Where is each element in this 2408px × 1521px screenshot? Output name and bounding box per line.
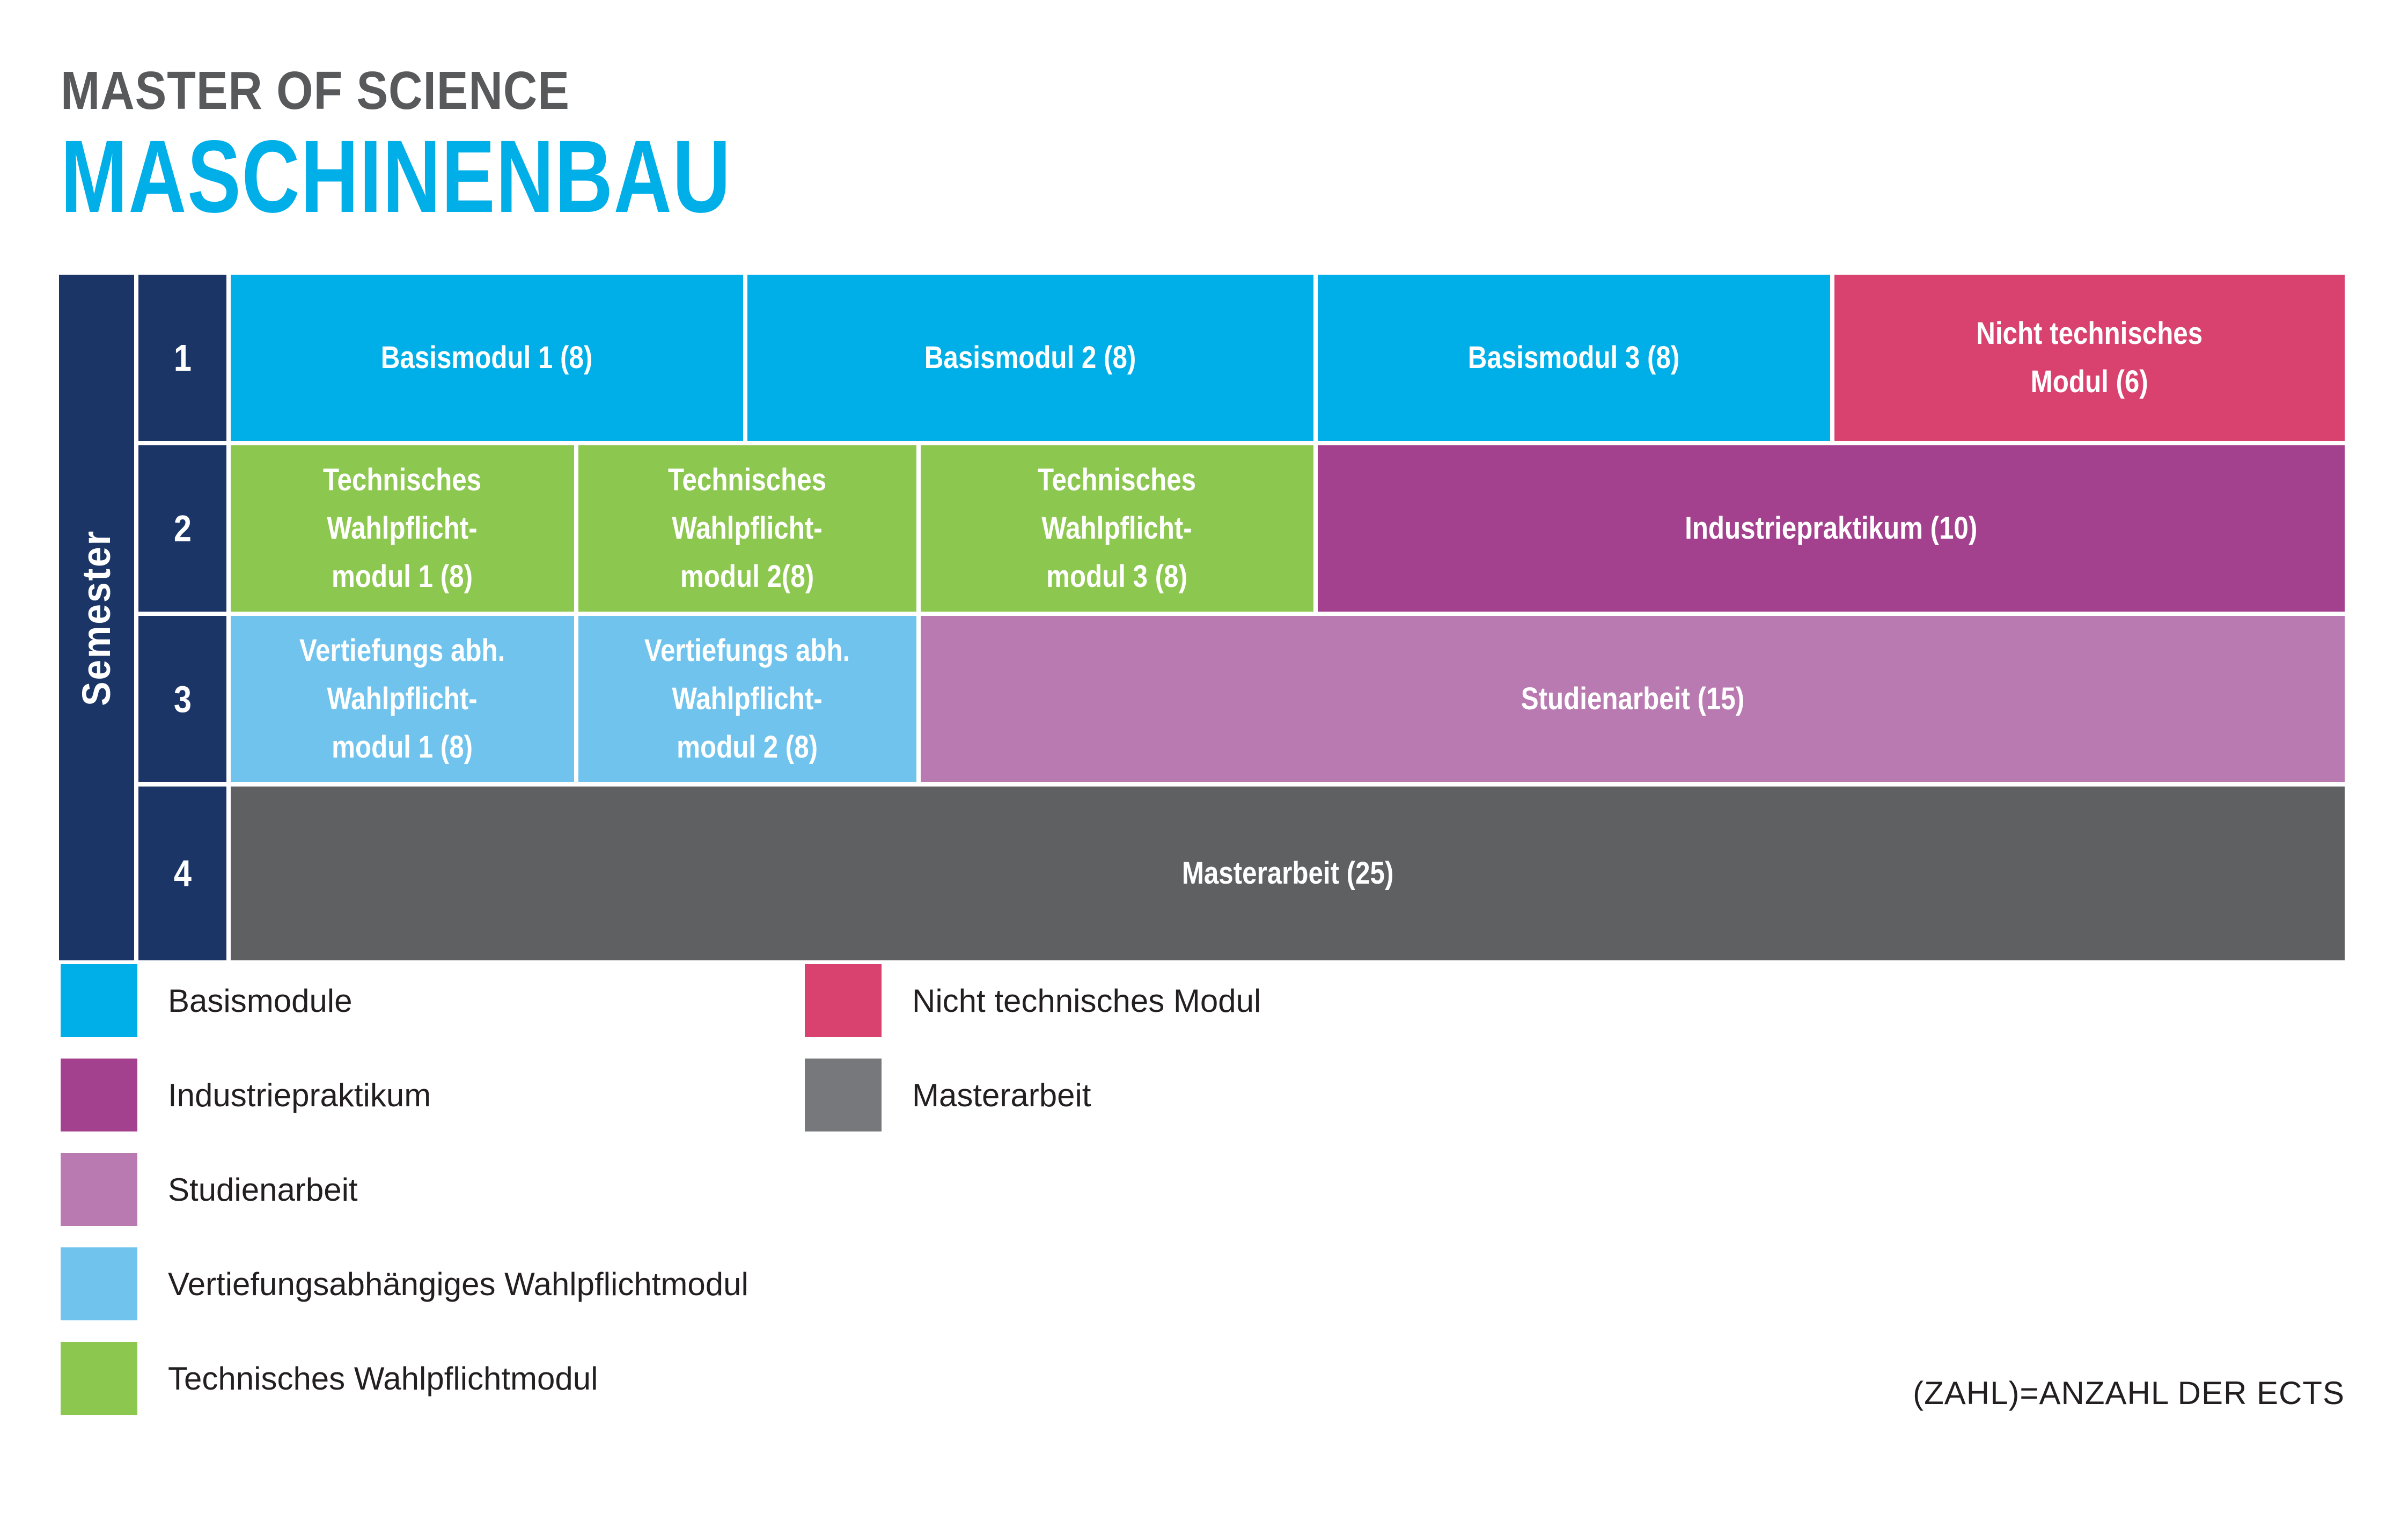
legend-item-studienarbeit: Studienarbeit [61,1153,748,1226]
cell-basismodul-1: Basismodul 1 (8) [231,275,743,441]
industriepraktikum-swatch [61,1059,137,1131]
semester-number-3: 3 [138,616,226,782]
basismodule-swatch [61,964,137,1037]
cell-nicht-technisches-modul: Nicht technisches Modul (6) [1834,275,2345,441]
semester-number-4: 4 [138,787,226,960]
legend-right-column: Nicht technisches Modul Masterarbeit [805,964,1261,1153]
vertiefungsabhaengiges-wahlpflichtmodul-swatch [61,1247,137,1320]
cell-technisches-wahlpflichtmodul-3: Technisches Wahlpflicht- modul 3 (8) [921,445,1313,612]
semester-axis-label: Semester [74,529,119,706]
cell-industriepraktikum: Industriepraktikum (10) [1318,445,2345,612]
cell-masterarbeit: Masterarbeit (25) [231,787,2345,960]
legend-item-industriepraktikum: Industriepraktikum [61,1059,748,1131]
legend-left-column: Basismodule Industriepraktikum Studienar… [61,964,748,1436]
ects-note: (ZAHL)=ANZAHL DER ECTS [1913,1375,2345,1411]
legend-item-vertiefungsabhaengiges-wahlpflichtmodul: Vertiefungsabhängiges Wahlpflichtmodul [61,1247,748,1320]
cell-basismodul-2: Basismodul 2 (8) [747,275,1313,441]
cell-studienarbeit: Studienarbeit (15) [921,616,2345,782]
legend-item-masterarbeit: Masterarbeit [805,1059,1261,1131]
cell-vertiefungsabhaengiges-wahlpflichtmodul-2: Vertiefungs abh. Wahlpflicht- modul 2 (8… [578,616,916,782]
legend-item-nicht-technisches-modul: Nicht technisches Modul [805,964,1261,1037]
technisches-wahlpflichtmodul-swatch [61,1342,137,1415]
degree-type-title: MASTER OF SCIENCE [61,61,570,121]
legend-item-basismodule: Basismodule [61,964,748,1037]
semester-number-2: 2 [138,445,226,612]
cell-technisches-wahlpflichtmodul-2: Technisches Wahlpflicht- modul 2(8) [578,445,916,612]
studienarbeit-swatch [61,1153,137,1226]
nicht-technisches-modul-swatch [805,964,882,1037]
cell-technisches-wahlpflichtmodul-1: Technisches Wahlpflicht- modul 1 (8) [231,445,574,612]
masterarbeit-swatch [805,1059,882,1131]
program-title: MASCHINENBAU [61,119,732,234]
legend-item-technisches-wahlpflichtmodul: Technisches Wahlpflichtmodul [61,1342,748,1415]
cell-vertiefungsabhaengiges-wahlpflichtmodul-1: Vertiefungs abh. Wahlpflicht- modul 1 (8… [231,616,574,782]
semester-number-1: 1 [138,275,226,441]
semester-axis-column: Semester [59,275,134,960]
cell-basismodul-3: Basismodul 3 (8) [1318,275,1830,441]
